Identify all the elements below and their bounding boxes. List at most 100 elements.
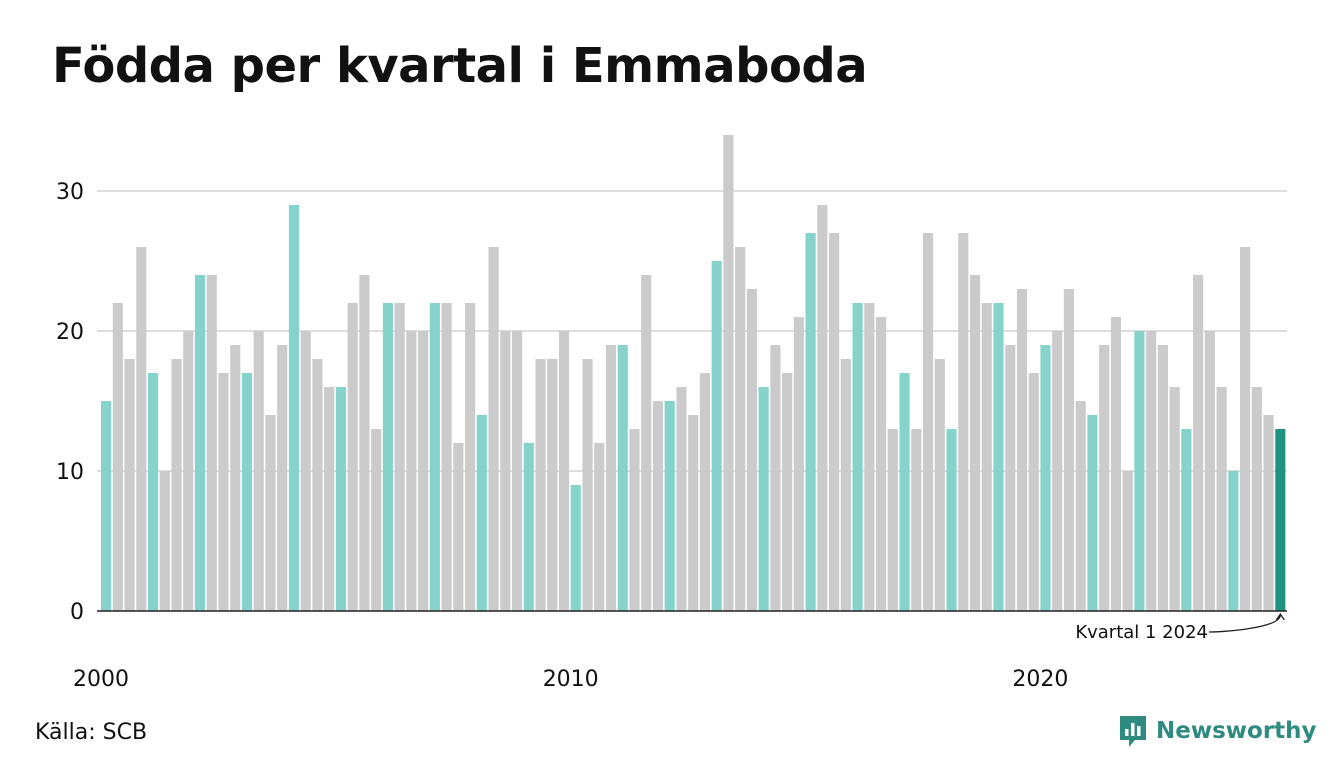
bar: [876, 317, 887, 611]
bar: [101, 401, 112, 611]
bar: [124, 359, 135, 611]
bar: [782, 373, 793, 611]
bar: [969, 275, 981, 611]
newsworthy-logo-icon: [1120, 716, 1146, 747]
brand-name: Newsworthy: [1156, 718, 1317, 744]
bar: [641, 275, 652, 611]
bar: [1052, 331, 1063, 611]
bar: [1075, 401, 1086, 611]
bar: [582, 359, 593, 611]
bar: [594, 443, 605, 611]
bar: [981, 303, 992, 611]
bar: [136, 247, 147, 611]
bar: [112, 303, 123, 611]
bar: [382, 303, 393, 611]
bar: [864, 303, 875, 611]
bars-group: [101, 135, 1286, 611]
bar: [711, 261, 722, 611]
y-tick-label: 0: [70, 600, 84, 625]
bar: [1240, 247, 1251, 611]
bar: [500, 331, 511, 611]
x-tick-label: 2010: [543, 667, 599, 692]
bar: [1063, 289, 1075, 611]
bar: [1193, 275, 1204, 611]
bar: [1204, 331, 1215, 611]
bar: [312, 359, 323, 611]
bar: [993, 303, 1004, 611]
bar: [476, 415, 487, 611]
bar: [1134, 331, 1145, 611]
chart-title: Födda per kvartal i Emmaboda: [52, 38, 868, 94]
bar: [629, 429, 640, 611]
bar: [394, 303, 405, 611]
bar: [1169, 387, 1180, 611]
bar: [206, 275, 217, 611]
x-tick-labels: 2000 2010 2020: [73, 667, 1068, 692]
bar: [699, 373, 711, 611]
bar: [194, 275, 206, 611]
y-tick-label: 10: [56, 460, 84, 485]
bar: [1146, 331, 1157, 611]
bar: [453, 443, 464, 611]
bar: [1157, 345, 1168, 611]
y-tick-label: 30: [56, 180, 84, 205]
bar: [241, 373, 253, 611]
brand-logo[interactable]: Newsworthy: [1118, 714, 1317, 748]
bar: [429, 303, 440, 611]
bar: [347, 303, 358, 611]
bar: [359, 275, 370, 611]
bar: [735, 247, 746, 611]
bar: [558, 331, 570, 611]
bar: [300, 331, 311, 611]
y-tick-labels: 0 10 20 30: [56, 180, 84, 625]
bar: [840, 359, 851, 611]
y-tick-label: 20: [56, 320, 84, 345]
bar: [922, 233, 934, 611]
bar: [1275, 429, 1286, 611]
bar: [253, 331, 264, 611]
bar: [288, 205, 300, 611]
bar: [1028, 373, 1039, 611]
x-tick-label: 2000: [73, 667, 129, 692]
bar: [911, 429, 922, 611]
bar: [230, 345, 241, 611]
bar: [1005, 345, 1016, 611]
bar: [899, 373, 910, 611]
bar: [1251, 387, 1262, 611]
bar: [746, 289, 757, 611]
bar: [664, 401, 675, 611]
bar: [335, 387, 346, 611]
bar: [535, 359, 546, 611]
bar: [465, 303, 476, 611]
bar: [1099, 345, 1110, 611]
bar: [418, 331, 429, 611]
bar: [617, 345, 628, 611]
bar: [852, 303, 863, 611]
bar: [441, 303, 452, 611]
bar: [817, 205, 828, 611]
bar: [371, 429, 382, 611]
x-tick-label: 2020: [1012, 667, 1068, 692]
bar: [1016, 289, 1028, 611]
bar: [793, 317, 804, 611]
bar: [758, 387, 769, 611]
bar: [183, 331, 194, 611]
bar: [570, 485, 581, 611]
bar: [523, 443, 534, 611]
bar: [1216, 387, 1227, 611]
bar: [147, 373, 159, 611]
bar: [1122, 471, 1133, 611]
bar: [1228, 471, 1239, 611]
bar: [171, 359, 182, 611]
bar: [805, 233, 816, 611]
bar: [265, 415, 276, 611]
bar: [324, 387, 335, 611]
bar: [958, 233, 969, 611]
bar: [605, 345, 617, 611]
bar: [934, 359, 945, 611]
bar: [946, 429, 957, 611]
annotation-label: Kvartal 1 2024: [1075, 622, 1208, 643]
bar: [547, 359, 558, 611]
bar: [277, 345, 288, 611]
